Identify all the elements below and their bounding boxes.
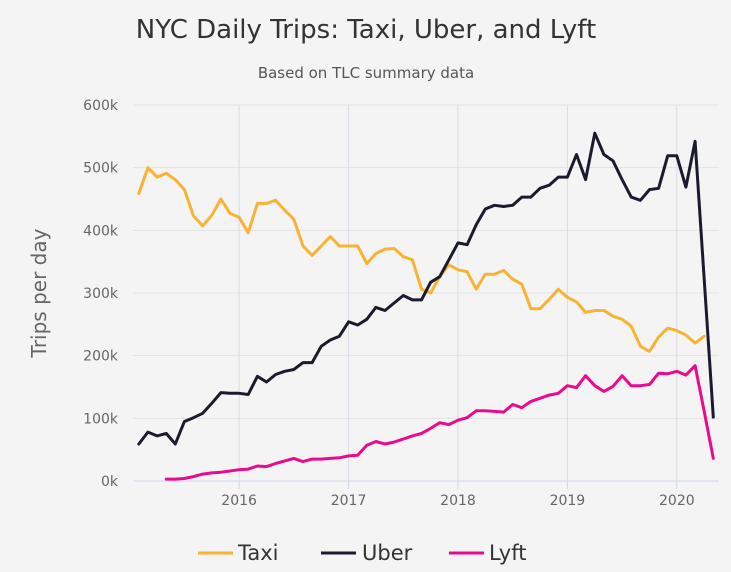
- chart-title: NYC Daily Trips: Taxi, Uber, and Lyft: [136, 15, 596, 45]
- legend-item-lyft[interactable]: Lyft: [449, 541, 526, 565]
- legend-label: Uber: [362, 541, 413, 565]
- grid: [133, 104, 719, 481]
- y-tick-label: 0k: [101, 474, 119, 490]
- series-group: [137, 131, 715, 481]
- legend: Taxi Uber Lyft: [198, 541, 526, 565]
- x-tick-label: 2019: [550, 493, 586, 509]
- x-tick-label: 2017: [331, 493, 367, 509]
- y-axis-label: Trips per day: [27, 228, 51, 358]
- x-tick-label: 2018: [440, 493, 476, 509]
- y-tick-label: 200k: [83, 349, 119, 365]
- y-tick-label: 100k: [83, 411, 119, 427]
- x-tick-label: 2016: [221, 493, 257, 509]
- series-line-lyft: [164, 364, 715, 481]
- chart-subtitle: Based on TLC summary data: [258, 64, 474, 82]
- series-line-uber: [137, 131, 715, 446]
- y-tick-label: 500k: [83, 161, 119, 177]
- legend-item-taxi[interactable]: Taxi: [198, 541, 278, 565]
- y-tick-label: 600k: [83, 98, 119, 114]
- x-tick-label: 2020: [659, 493, 695, 509]
- series-line-taxi: [137, 166, 706, 353]
- y-tick-label: 300k: [83, 286, 119, 302]
- legend-label: Taxi: [237, 541, 278, 565]
- legend-label: Lyft: [489, 541, 526, 565]
- y-tick-label: 400k: [83, 223, 119, 239]
- y-axis-ticks: 0k 100k 200k 300k 400k 500k 600k: [83, 98, 119, 490]
- x-axis-ticks: 2016 2017 2018 2019 2020: [221, 481, 695, 509]
- legend-item-uber[interactable]: Uber: [321, 541, 413, 565]
